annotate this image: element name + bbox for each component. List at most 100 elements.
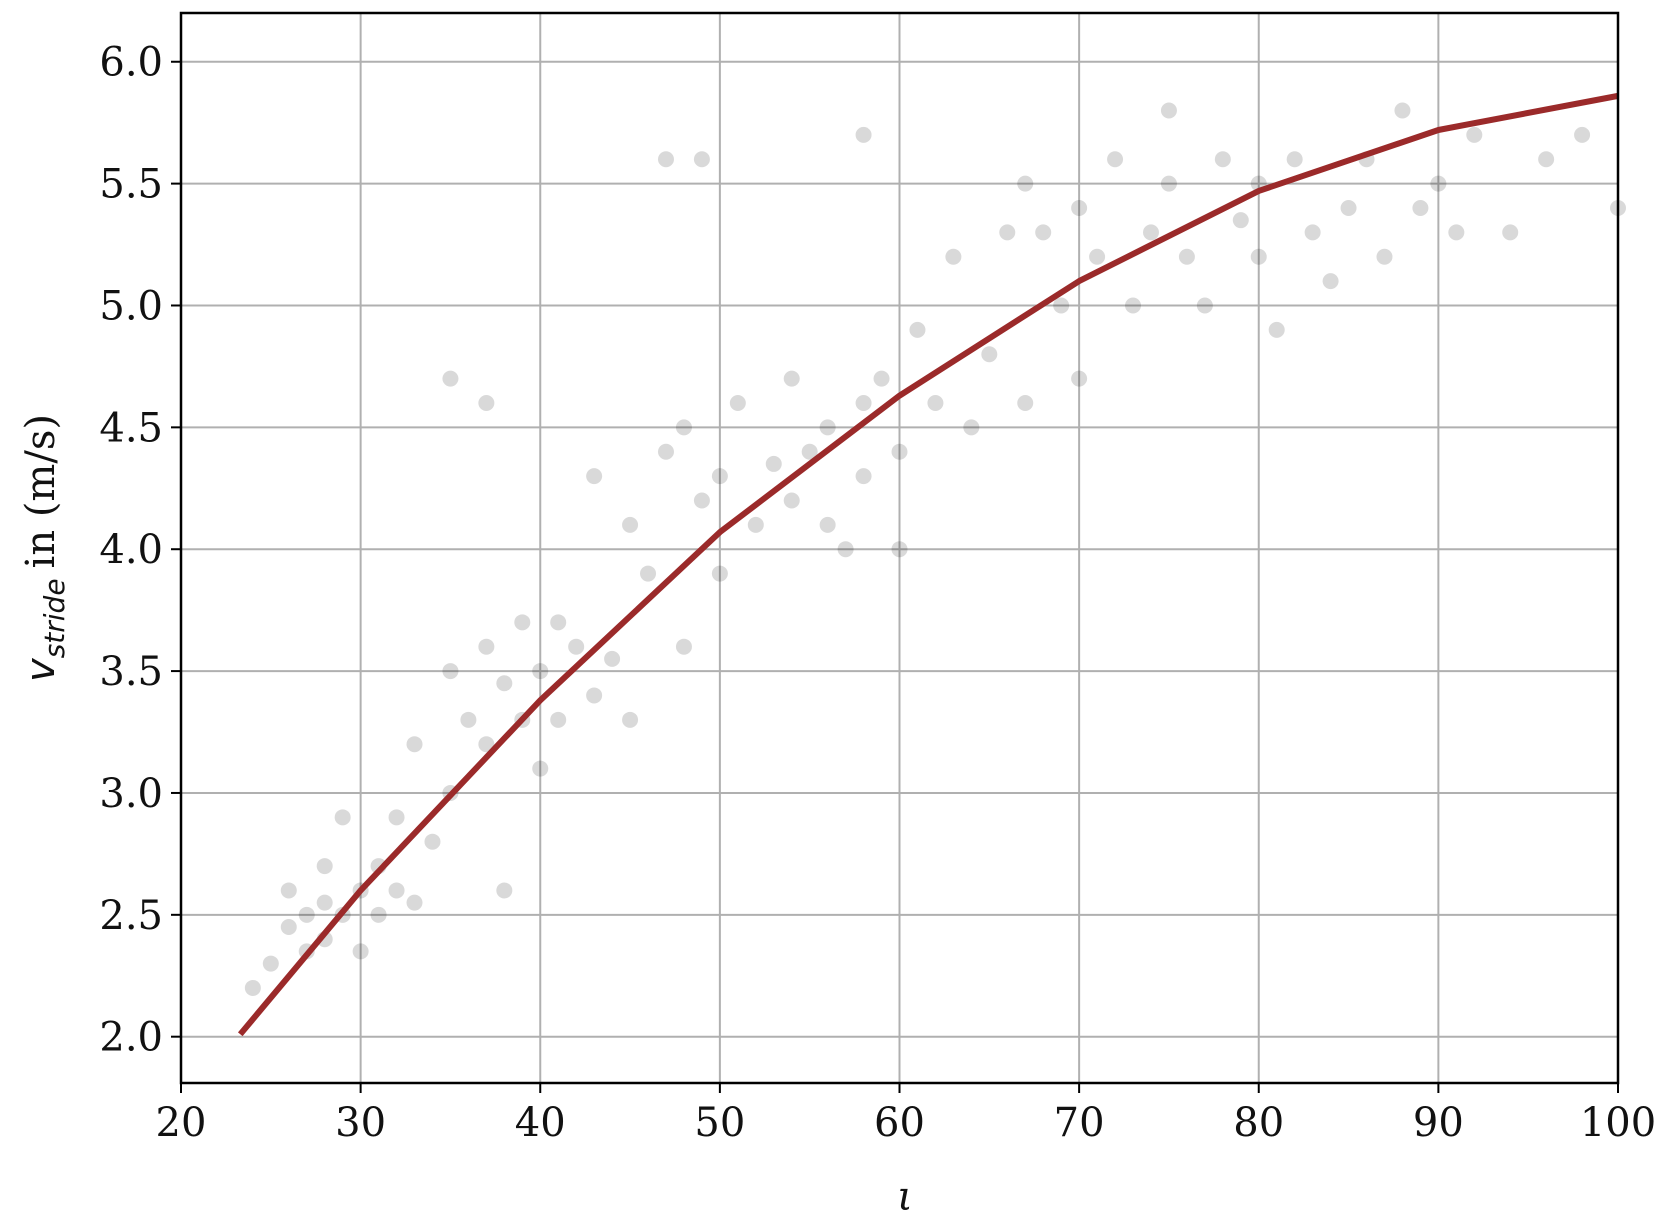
scatter-point [244,979,261,996]
y-label-subscript: stride [38,578,71,658]
scatter-point [945,248,962,265]
scatter-point [316,894,333,911]
scatter-point [1232,212,1249,229]
scatter-point [1196,297,1213,314]
scatter-point [622,711,639,728]
scatter-point [1268,321,1285,338]
scatter-point [640,565,657,582]
scatter-point [1160,175,1177,192]
scatter-point [693,151,710,168]
x-tick-label: 80 [1233,1100,1284,1146]
scatter-point [981,346,998,363]
y-tick-label: 6.0 [99,40,163,86]
scatter-point [675,419,692,436]
scatter-point [1035,224,1052,241]
scatter-point [460,711,477,728]
scatter-point [819,419,836,436]
x-tick-label: 70 [1054,1100,1105,1146]
scatter-point [747,516,764,533]
scatter-point [1178,248,1195,265]
x-tick-label: 90 [1413,1100,1464,1146]
scatter-point [1430,175,1447,192]
scatter-point [280,919,297,936]
scatter-point [693,492,710,509]
scatter-point [819,516,836,533]
scatter-point [586,687,603,704]
scatter-point [1125,297,1142,314]
scatter-point [1412,199,1429,216]
scatter-point [657,443,674,460]
y-tick-label: 3.0 [99,771,163,817]
scatter-point [496,882,513,899]
scatter-point [280,882,297,899]
scatter-point [1286,151,1303,168]
scatter-point [1053,297,1070,314]
scatter-point [801,443,818,460]
scatter-point [388,809,405,826]
scatter-point [532,760,549,777]
y-label-symbol: v [18,657,64,682]
scatter-point [316,858,333,875]
scatter-point [442,663,459,680]
scatter-point [1017,394,1034,411]
scatter-point [622,516,639,533]
scatter-point [783,492,800,509]
scatter-point [1214,151,1231,168]
scatter-point [262,955,279,972]
scatter-point [657,151,674,168]
scatter-point [550,711,567,728]
scatter-point [1071,199,1088,216]
scatter-point [1340,199,1357,216]
scatter-point [1089,248,1106,265]
scatter-point [711,468,728,485]
scatter-point [406,736,423,753]
plot-frame [179,11,1620,1085]
scatter-point [370,906,387,923]
y-tick-label: 4.5 [99,405,163,451]
scatter-point [855,394,872,411]
scatter-point [424,833,441,850]
scatter-point [334,809,351,826]
fit-line [237,92,1619,1037]
scatter-point [855,468,872,485]
scatter-point [891,443,908,460]
y-label-rest: in (m/s) [18,414,64,568]
scatter-point [873,370,890,387]
y-tick-label: 2.5 [99,893,163,939]
scatter-point [783,370,800,387]
scatter-point [406,894,423,911]
scatter-point [1142,224,1159,241]
scatter-point [1394,102,1411,119]
x-tick-label: 20 [156,1100,207,1146]
scatter-point [1502,224,1519,241]
y-tick-label: 2.0 [99,1015,163,1061]
scatter-point [478,638,495,655]
scatter-point [1574,126,1591,143]
scatter-point [604,650,621,667]
y-tick-label: 4.0 [99,527,163,573]
scatter-point [1107,151,1124,168]
scatter-point [675,638,692,655]
scatter-point [837,541,854,558]
x-tick-label: 100 [1580,1100,1656,1146]
y-axis-label: vstride in (m/s) [18,414,71,682]
scatter-point [1160,102,1177,119]
scatter-point [1376,248,1393,265]
scatter-point [765,455,782,472]
scatter-point [1304,224,1321,241]
scatter-point [532,663,549,680]
x-tick-label: 50 [694,1100,745,1146]
x-tick-label: 40 [515,1100,566,1146]
x-tick-label: 30 [335,1100,386,1146]
x-axis-label: ι [897,1174,913,1220]
scatter-point [478,394,495,411]
scatter-point [478,736,495,753]
scatter-point [514,614,531,631]
scatter-point [388,882,405,899]
scatter-point [891,541,908,558]
scatter-point [298,906,315,923]
scatter-point [586,468,603,485]
y-tick-label: 3.5 [99,649,163,695]
scatter-point [550,614,567,631]
